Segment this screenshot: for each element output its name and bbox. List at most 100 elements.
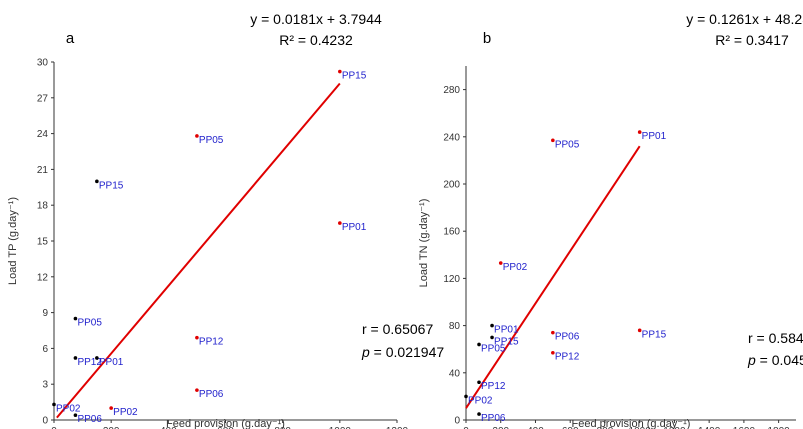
data-point — [73, 356, 78, 360]
x-tick-label: 1200 — [386, 426, 409, 429]
x-axis-title: Feed provision (g.day⁻¹) — [572, 418, 691, 429]
y-axis-title: Load TP (g.day⁻¹) — [7, 197, 19, 285]
data-point — [490, 323, 494, 328]
x-tick-label: 1800 — [768, 426, 791, 429]
panel-letter: b — [483, 30, 491, 47]
p-value: p = 0.045935 — [747, 352, 803, 368]
data-point-label: PP02 — [468, 395, 493, 406]
y-tick-label: 40 — [449, 368, 461, 379]
correlation-r: r = 0.65067 — [362, 321, 433, 337]
y-tick-label: 21 — [37, 165, 49, 176]
p-symbol: p — [361, 344, 370, 360]
data-point — [477, 342, 481, 347]
y-tick-label: 12 — [37, 272, 49, 283]
data-point — [195, 388, 199, 392]
chart-panel-a: 0 3 6 9 12 15 18 21 24 27 30 0 200 400 600 800 1000 1200 F… — [7, 11, 444, 429]
y-tick-label: 24 — [37, 129, 49, 140]
data-point — [637, 130, 642, 134]
p-value-number: = 0.021947 — [370, 344, 445, 360]
y-tick-label: 80 — [449, 321, 461, 332]
y-tick-label: 18 — [37, 201, 49, 212]
data-point — [551, 350, 555, 355]
data-point-label: PP12 — [555, 352, 580, 363]
x-tick-label: 1400 — [698, 426, 721, 429]
x-tick-label: 200 — [492, 426, 509, 429]
data-point — [73, 413, 78, 418]
y-tick-label: 15 — [37, 237, 49, 248]
y-tick-label: 200 — [443, 180, 460, 191]
y-tick-label: 27 — [37, 93, 49, 104]
y-tick-label: 160 — [443, 227, 460, 238]
data-point-label: PP15 — [642, 329, 667, 340]
y-tick-label: 0 — [454, 416, 460, 427]
data-point-label: PP02 — [56, 403, 81, 414]
data-point — [109, 406, 113, 410]
data-point-label: PP01 — [342, 222, 367, 233]
data-point — [52, 402, 56, 407]
data-point — [551, 138, 555, 143]
data-point — [637, 328, 642, 333]
data-point-label: PP05 — [77, 318, 102, 329]
x-tick-label: 1600 — [733, 426, 756, 429]
data-point — [195, 335, 199, 340]
y-axis-title: Load TN (g.day⁻¹) — [418, 199, 430, 288]
x-tick-label: 1200 — [663, 426, 686, 429]
data-point-label: PP06 — [199, 389, 224, 400]
data-point — [338, 221, 342, 225]
data-point-label: PP01 — [642, 131, 667, 142]
trend-line — [56, 82, 341, 419]
data-point-label: PP12 — [199, 337, 224, 348]
data-point-label: PP06 — [77, 414, 102, 425]
x-tick-label: 1000 — [329, 426, 352, 429]
x-tick-label: 800 — [274, 426, 291, 429]
data-point-label: PP01 — [494, 325, 519, 336]
data-point-label: PP12 — [77, 357, 102, 368]
data-point-label: PP15 — [99, 180, 124, 191]
x-tick-label: 0 — [51, 426, 57, 429]
data-point — [490, 335, 494, 340]
data-point — [95, 179, 99, 184]
r-squared: R² = 0.3417 — [715, 32, 789, 48]
data-point — [477, 380, 481, 385]
y-tick-label: 0 — [42, 416, 48, 427]
data-point-label: PP02 — [503, 262, 528, 273]
y-tick-label: 280 — [443, 85, 460, 96]
data-point-label: PP15 — [342, 71, 367, 82]
p-value: p = 0.021947 — [361, 344, 444, 360]
data-point — [551, 330, 555, 335]
y-tick-label: 3 — [42, 380, 48, 391]
trend-line — [465, 145, 641, 409]
data-point — [464, 394, 468, 399]
y-tick-label: 30 — [37, 58, 49, 69]
data-point-label: PP05 — [199, 135, 224, 146]
x-axis-title: Feed provision (g.day⁻¹) — [166, 418, 285, 429]
data-point-label: PP06 — [481, 413, 506, 424]
data-point — [477, 412, 481, 416]
y-tick-label: 120 — [443, 274, 460, 285]
data-point-label: PP01 — [99, 357, 124, 368]
x-tick-label: 0 — [463, 426, 469, 429]
data-point-label: PP12 — [481, 381, 506, 392]
p-value-number: = 0.045935 — [756, 352, 803, 368]
x-tick-label: 200 — [103, 426, 120, 429]
data-point-label: PP15 — [494, 336, 519, 347]
panel-letter: a — [66, 30, 75, 47]
x-tick-label: 800 — [597, 426, 614, 429]
x-tick-label: 600 — [217, 426, 234, 429]
p-symbol: p — [747, 352, 756, 368]
data-point-label: PP02 — [113, 407, 138, 418]
x-tick-label: 400 — [160, 426, 177, 429]
data-point-label: PP06 — [555, 332, 580, 343]
correlation-r: r = 0.58451 — [748, 330, 803, 346]
x-tick-label: 600 — [562, 426, 579, 429]
data-point — [498, 261, 503, 265]
chart-panel-b: 0 40 80 120 160 200 240 280 0 200 400 600 800 1000 120… — [418, 11, 803, 429]
data-point — [338, 69, 342, 74]
y-tick-label: 9 — [42, 308, 48, 319]
y-tick-label: 240 — [443, 132, 460, 143]
data-point — [95, 356, 99, 360]
data-point — [73, 316, 78, 321]
x-tick-label: 400 — [527, 426, 544, 429]
data-point-label: PP05 — [481, 343, 506, 354]
